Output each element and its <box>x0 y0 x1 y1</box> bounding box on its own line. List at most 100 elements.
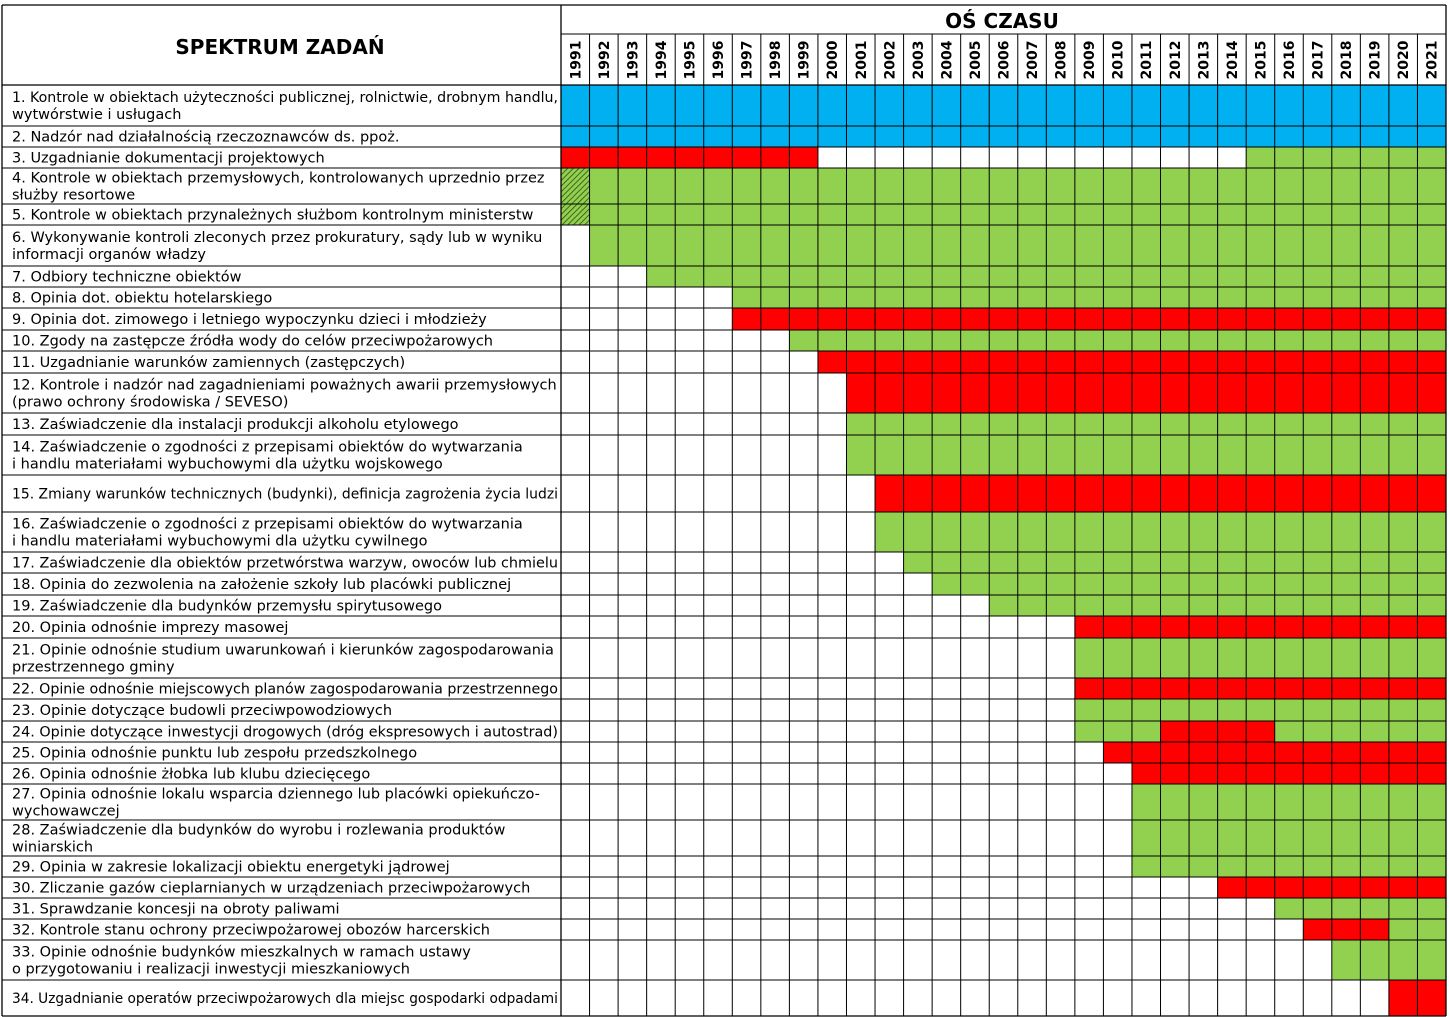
year-label: 2000 <box>825 40 841 79</box>
timeline-cell-8-2011 <box>1131 287 1161 308</box>
task-label: i handlu materiałami wybuchowymi dla uży… <box>12 534 428 550</box>
timeline-cell-17-2017 <box>1303 552 1332 573</box>
timeline-cell-25-2011 <box>1131 742 1161 763</box>
timeline-cell-7-2018 <box>1331 266 1361 287</box>
timeline-cell-27-2013 <box>1189 784 1218 820</box>
timeline-cell-10-2000 <box>817 330 847 351</box>
timeline-cell-12-2005 <box>960 373 990 413</box>
timeline-cell-15-2010 <box>1103 475 1132 512</box>
timeline-cell-4-2007 <box>1017 168 1047 204</box>
timeline-cell-20-2019 <box>1360 616 1389 638</box>
timeline-cell-4-2015 <box>1246 168 1275 204</box>
timeline-cell-11-2018 <box>1331 351 1361 373</box>
timeline-cell-1-2000 <box>817 85 847 126</box>
timeline-cell-8-2020 <box>1388 287 1418 308</box>
timeline-cell-5-1994 <box>646 204 676 225</box>
timeline-cell-9-2018 <box>1331 308 1361 330</box>
year-label: 2015 <box>1253 41 1269 80</box>
timeline-cell-5-2010 <box>1103 204 1132 225</box>
timeline-cell-29-2020 <box>1388 856 1418 877</box>
timeline-cell-19-2020 <box>1388 595 1418 616</box>
timeline-cell-23-2012 <box>1160 699 1190 721</box>
timeline-cell-14-2011 <box>1131 435 1161 475</box>
timeline-cell-7-2021 <box>1417 266 1446 287</box>
timeline-cell-5-2016 <box>1274 204 1304 225</box>
timeline-cell-13-2010 <box>1103 413 1132 435</box>
timeline-cell-9-2013 <box>1189 308 1218 330</box>
timeline-cell-18-2016 <box>1274 573 1304 595</box>
timeline-cell-23-2013 <box>1189 699 1218 721</box>
timeline-cell-18-2007 <box>1017 573 1047 595</box>
timeline-cell-24-2019 <box>1360 721 1389 742</box>
timeline-cell-20-2014 <box>1217 616 1247 638</box>
timeline-cell-18-2012 <box>1160 573 1190 595</box>
timeline-cell-12-2001 <box>846 373 876 413</box>
task-label: 22. Opinie odnośnie miejscowych planów z… <box>12 682 558 698</box>
timeline-cell-7-2006 <box>989 266 1018 287</box>
timeline-cell-28-2015 <box>1246 820 1275 856</box>
timeline-cell-9-2021 <box>1417 308 1446 330</box>
timeline-cell-2-2010 <box>1103 126 1132 147</box>
timeline-cell-6-2003 <box>903 225 933 266</box>
timeline-cell-4-1997 <box>732 168 761 204</box>
timeline-cell-9-2010 <box>1103 308 1132 330</box>
timeline-cell-7-2012 <box>1160 266 1190 287</box>
timeline-cell-8-2012 <box>1160 287 1190 308</box>
timeline-cell-8-2016 <box>1274 287 1304 308</box>
timeline-cell-14-2006 <box>989 435 1018 475</box>
timeline-cell-24-2020 <box>1388 721 1418 742</box>
timeline-cell-13-2011 <box>1131 413 1161 435</box>
timeline-cell-1-1991 <box>561 85 590 126</box>
timeline-cell-13-2009 <box>1074 413 1104 435</box>
timeline-cell-13-2018 <box>1331 413 1361 435</box>
timeline-cell-5-1996 <box>703 204 733 225</box>
year-label: 2021 <box>1425 41 1441 80</box>
timeline-cell-17-2020 <box>1388 552 1418 573</box>
timeline-cell-19-2009 <box>1074 595 1104 616</box>
timeline-cell-22-2015 <box>1246 678 1275 699</box>
timeline-cell-24-2018 <box>1331 721 1361 742</box>
timeline-cell-12-2021 <box>1417 373 1446 413</box>
task-label: o przygotowaniu i realizacji inwestycji … <box>12 962 410 978</box>
timeline-cell-24-2013 <box>1189 721 1218 742</box>
timeline-cell-9-2003 <box>903 308 933 330</box>
timeline-cell-17-2012 <box>1160 552 1190 573</box>
timeline-cell-26-2021 <box>1417 763 1446 784</box>
timeline-cell-18-2019 <box>1360 573 1389 595</box>
timeline-cell-11-2000 <box>817 351 847 373</box>
timeline-cell-5-1995 <box>675 204 704 225</box>
timeline-cell-12-2007 <box>1017 373 1047 413</box>
timeline-cell-6-2005 <box>960 225 990 266</box>
timeline-cell-16-2005 <box>960 512 990 552</box>
task-label: 30. Zliczanie gazów cieplarnianych w urz… <box>12 881 530 897</box>
year-label: 2008 <box>1054 41 1070 80</box>
timeline-cell-12-2020 <box>1388 373 1418 413</box>
timeline-cell-5-1998 <box>760 204 790 225</box>
timeline-cell-4-2002 <box>875 168 904 204</box>
timeline-cell-7-2014 <box>1217 266 1247 287</box>
timeline-cell-16-2012 <box>1160 512 1190 552</box>
timeline-cell-13-2007 <box>1017 413 1047 435</box>
timeline-cell-20-2021 <box>1417 616 1446 638</box>
timeline-cell-30-2015 <box>1246 877 1275 898</box>
timeline-cell-24-2016 <box>1274 721 1304 742</box>
timeline-cell-6-2011 <box>1131 225 1161 266</box>
timeline-cell-3-1997 <box>732 147 761 168</box>
timeline-cell-14-2012 <box>1160 435 1190 475</box>
timeline-cell-5-2009 <box>1074 204 1104 225</box>
timeline-cell-18-2006 <box>989 573 1018 595</box>
year-label: 2020 <box>1396 40 1412 79</box>
timeline-cell-10-2012 <box>1160 330 1190 351</box>
task-label: 7. Odbiory techniczne obiektów <box>12 270 242 286</box>
timeline-cell-22-2019 <box>1360 678 1389 699</box>
timeline-cell-1-1997 <box>732 85 761 126</box>
timeline-cell-5-2005 <box>960 204 990 225</box>
task-label: 17. Zaświadczenie dla obiektów przetwórs… <box>12 556 558 572</box>
timeline-cell-19-2012 <box>1160 595 1190 616</box>
timeline-cell-1-1994 <box>646 85 676 126</box>
timeline-cell-15-2017 <box>1303 475 1332 512</box>
timeline-cell-17-2013 <box>1189 552 1218 573</box>
timeline-cell-5-2020 <box>1388 204 1418 225</box>
timeline-cell-31-2018 <box>1331 898 1361 919</box>
timeline-cell-1-1999 <box>789 85 818 126</box>
